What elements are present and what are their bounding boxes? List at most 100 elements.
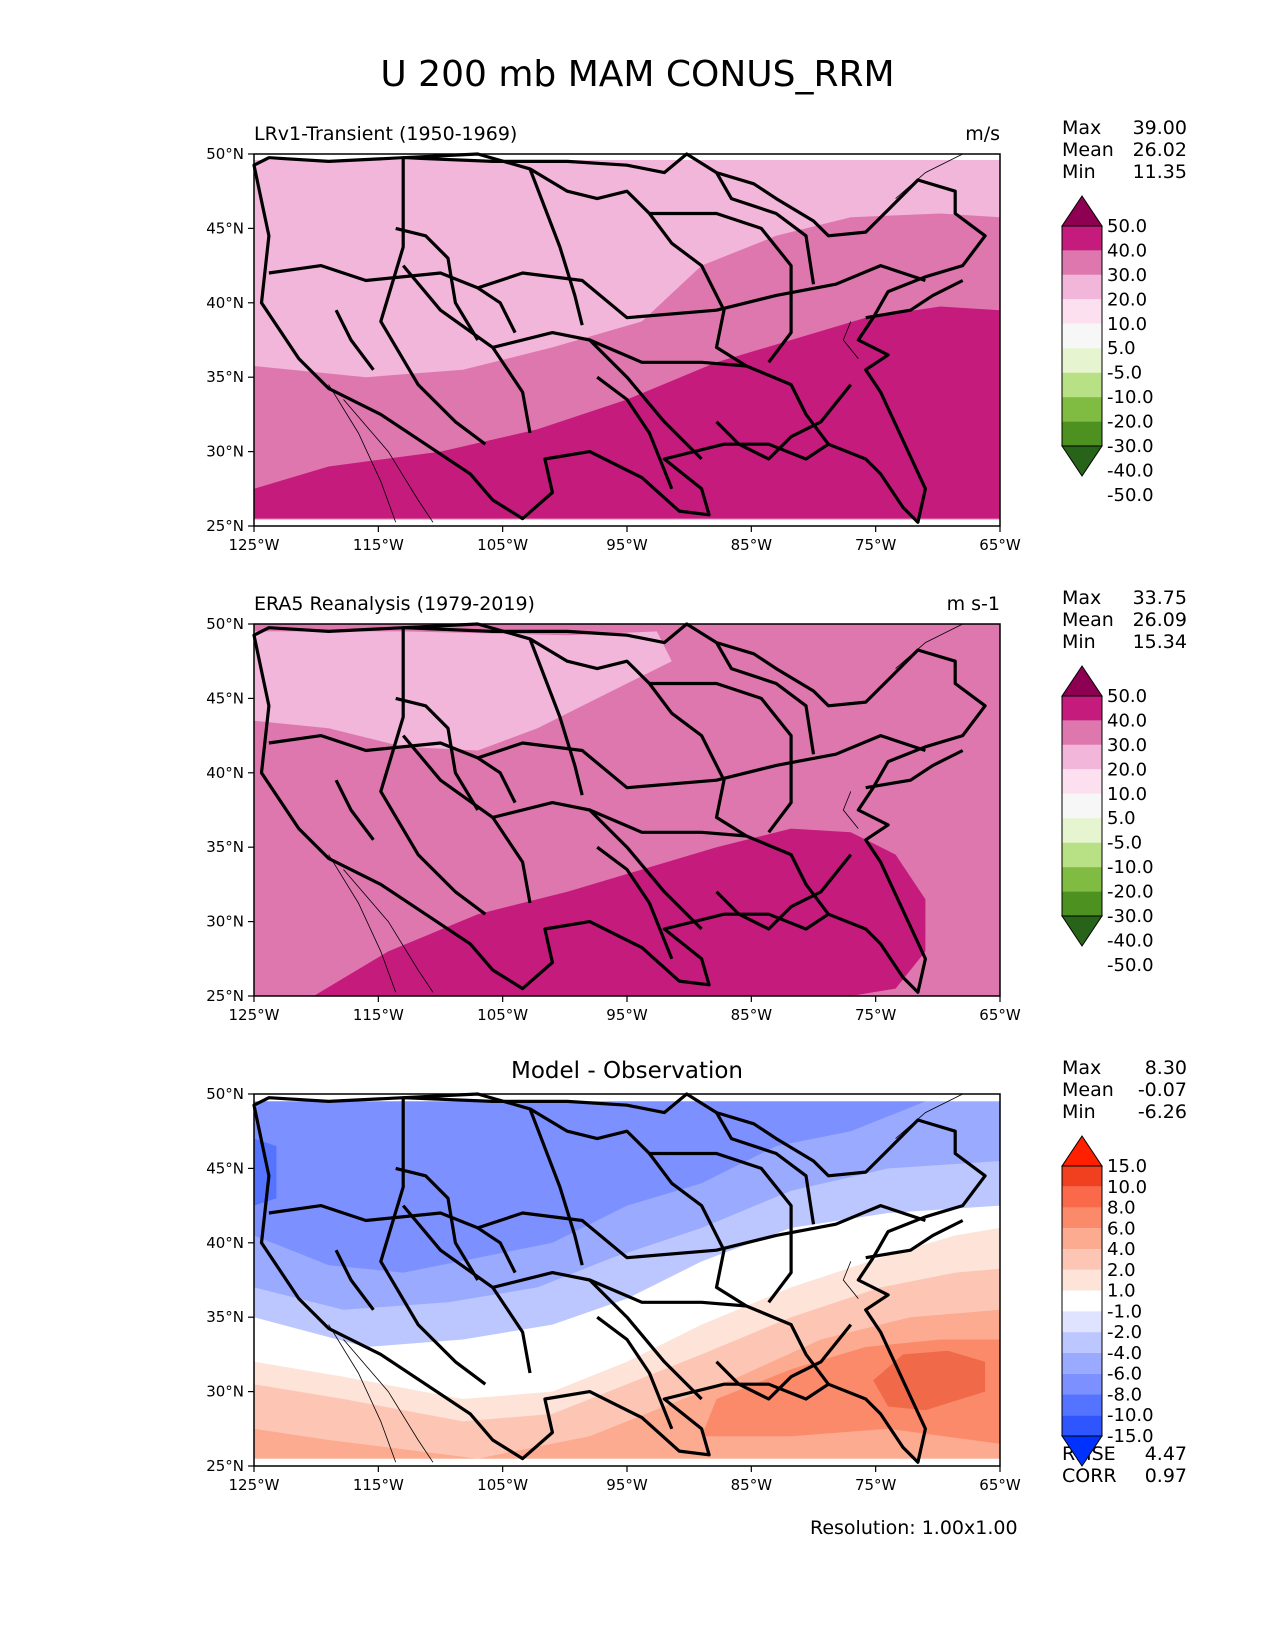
state-border <box>268 264 926 320</box>
colorbar-label: -1.0 <box>1107 1301 1142 1322</box>
colorbar-label: -50.0 <box>1107 485 1154 506</box>
x-tick-label: 75°W <box>855 1006 897 1024</box>
state-border <box>492 1270 703 1401</box>
colorbar-swatch <box>1062 1228 1102 1250</box>
resolution-label: Resolution: 1.00x1.00 <box>810 1517 1018 1539</box>
colorbar-swatch <box>1062 1311 1102 1333</box>
colorbar-label: 10.0 <box>1107 784 1147 805</box>
state-border <box>865 279 964 320</box>
colorbar-swatch <box>1062 226 1102 251</box>
colorbar-label: -40.0 <box>1107 930 1154 951</box>
colorbar-extend-top <box>1061 195 1103 227</box>
state-border <box>715 853 853 931</box>
colorbar-frame <box>1061 225 1103 447</box>
colorbar-label: 4.0 <box>1107 1239 1136 1260</box>
border-thin <box>328 384 397 523</box>
panel-1-title-left: LRv1-Transient (1950-1969) <box>254 123 518 145</box>
colorbar-swatch <box>1062 867 1102 892</box>
colorbar-extend-top <box>1061 1135 1103 1167</box>
colorbar-swatch <box>1062 1249 1102 1270</box>
x-tick-label: 95°W <box>606 1006 648 1024</box>
x-tick-label: 115°W <box>353 1476 404 1494</box>
x-tick-label: 125°W <box>229 536 280 554</box>
x-tick-label: 75°W <box>855 536 897 554</box>
border-thin <box>328 1324 397 1463</box>
field-band-pos-8 <box>873 1350 986 1411</box>
x-tick-label: 105°W <box>477 1006 528 1024</box>
colorbar-frame <box>1061 695 1103 917</box>
x-tick-label: 115°W <box>353 536 404 554</box>
x-tick-label: 125°W <box>229 1476 280 1494</box>
border-thin <box>842 791 859 829</box>
border-thin <box>895 1093 963 1139</box>
x-tick-label: 65°W <box>979 1476 1021 1494</box>
page-title: U 200 mb MAM CONUS_RRM <box>380 54 895 95</box>
colorbar-swatch <box>1062 1186 1102 1208</box>
colorbar-label: 50.0 <box>1107 686 1147 707</box>
y-tick-label: 35°N <box>206 1308 244 1326</box>
state-border <box>715 641 816 755</box>
x-tick-label: 85°W <box>731 1006 773 1024</box>
colorbar-label: 6.0 <box>1107 1218 1136 1239</box>
colorbar-label: -2.0 <box>1107 1322 1142 1343</box>
state-border <box>334 779 375 841</box>
colorbar-label: 5.0 <box>1107 338 1136 359</box>
colorbar-swatch <box>1062 1415 1102 1436</box>
colorbar-swatch <box>1062 1207 1102 1229</box>
x-tick-label: 85°W <box>731 1476 773 1494</box>
y-tick-label: 50°N <box>206 1085 244 1103</box>
colorbar-label: -5.0 <box>1107 363 1142 384</box>
chart-panel-reference: 125°W 115°W 105°W 95°W 85°W 75°W 65°W 25°N 30°N 3… <box>206 615 1153 1024</box>
colorbar-label: 30.0 <box>1107 265 1147 286</box>
y-tick-label: 25°N <box>206 987 244 1005</box>
y-tick-label: 40°N <box>206 764 244 782</box>
colorbar-swatch <box>1062 769 1102 794</box>
x-tick-label: 65°W <box>979 1006 1021 1024</box>
state-border <box>528 1108 584 1266</box>
state-border <box>596 845 674 960</box>
colorbar-label: 10.0 <box>1107 314 1147 335</box>
y-tick-label: 25°N <box>206 1457 244 1475</box>
colorbar-label: -15.0 <box>1107 1426 1154 1447</box>
state-border <box>649 681 793 834</box>
border-thin <box>842 1261 859 1299</box>
x-tick-label: 85°W <box>731 536 773 554</box>
colorbar-swatch <box>1062 1332 1102 1353</box>
x-tick-label: 65°W <box>979 536 1021 554</box>
x-tick-label: 115°W <box>353 1006 404 1024</box>
y-tick-label: 40°N <box>206 294 244 312</box>
state-border <box>268 1203 926 1260</box>
colorbar-label: -40.0 <box>1107 460 1154 481</box>
colorbar-label: -5.0 <box>1107 833 1142 854</box>
y-tick-label: 45°N <box>206 689 244 707</box>
colorbar-swatch <box>1062 348 1102 373</box>
colorbar-label: -10.0 <box>1107 857 1154 878</box>
colorbar-swatch <box>1062 696 1102 721</box>
colorbar-swatch <box>1062 720 1102 745</box>
colorbar-label: 30.0 <box>1107 735 1147 756</box>
state-border <box>476 1226 517 1274</box>
y-tick-label: 30°N <box>206 443 244 461</box>
state-border <box>528 638 584 796</box>
colorbar-frame <box>1061 1165 1103 1437</box>
colorbar-swatch <box>1062 1290 1102 1312</box>
colorbar-swatch <box>1062 818 1102 843</box>
y-tick-label: 35°N <box>206 368 244 386</box>
state-border <box>379 157 487 446</box>
state-border <box>395 1166 480 1281</box>
state-border <box>395 696 480 811</box>
state-border <box>648 212 748 368</box>
colorbar-label: 15.0 <box>1107 1156 1147 1177</box>
chart-panel-difference: 125°W 115°W 105°W 95°W 85°W 75°W 65°W 25°N 30°N 3… <box>206 1085 1153 1494</box>
y-tick-label: 45°N <box>206 1159 244 1177</box>
y-tick-label: 40°N <box>206 1234 244 1252</box>
state-border <box>379 627 487 916</box>
state-border <box>865 1219 964 1260</box>
colorbar-swatch <box>1062 793 1102 819</box>
colorbar-label: 20.0 <box>1107 759 1147 780</box>
colorbar-label: 2.0 <box>1107 1260 1136 1281</box>
colorbar-label: -20.0 <box>1107 412 1154 433</box>
colorbar-swatch <box>1062 1394 1102 1416</box>
colorbar-label: -50.0 <box>1107 955 1154 976</box>
